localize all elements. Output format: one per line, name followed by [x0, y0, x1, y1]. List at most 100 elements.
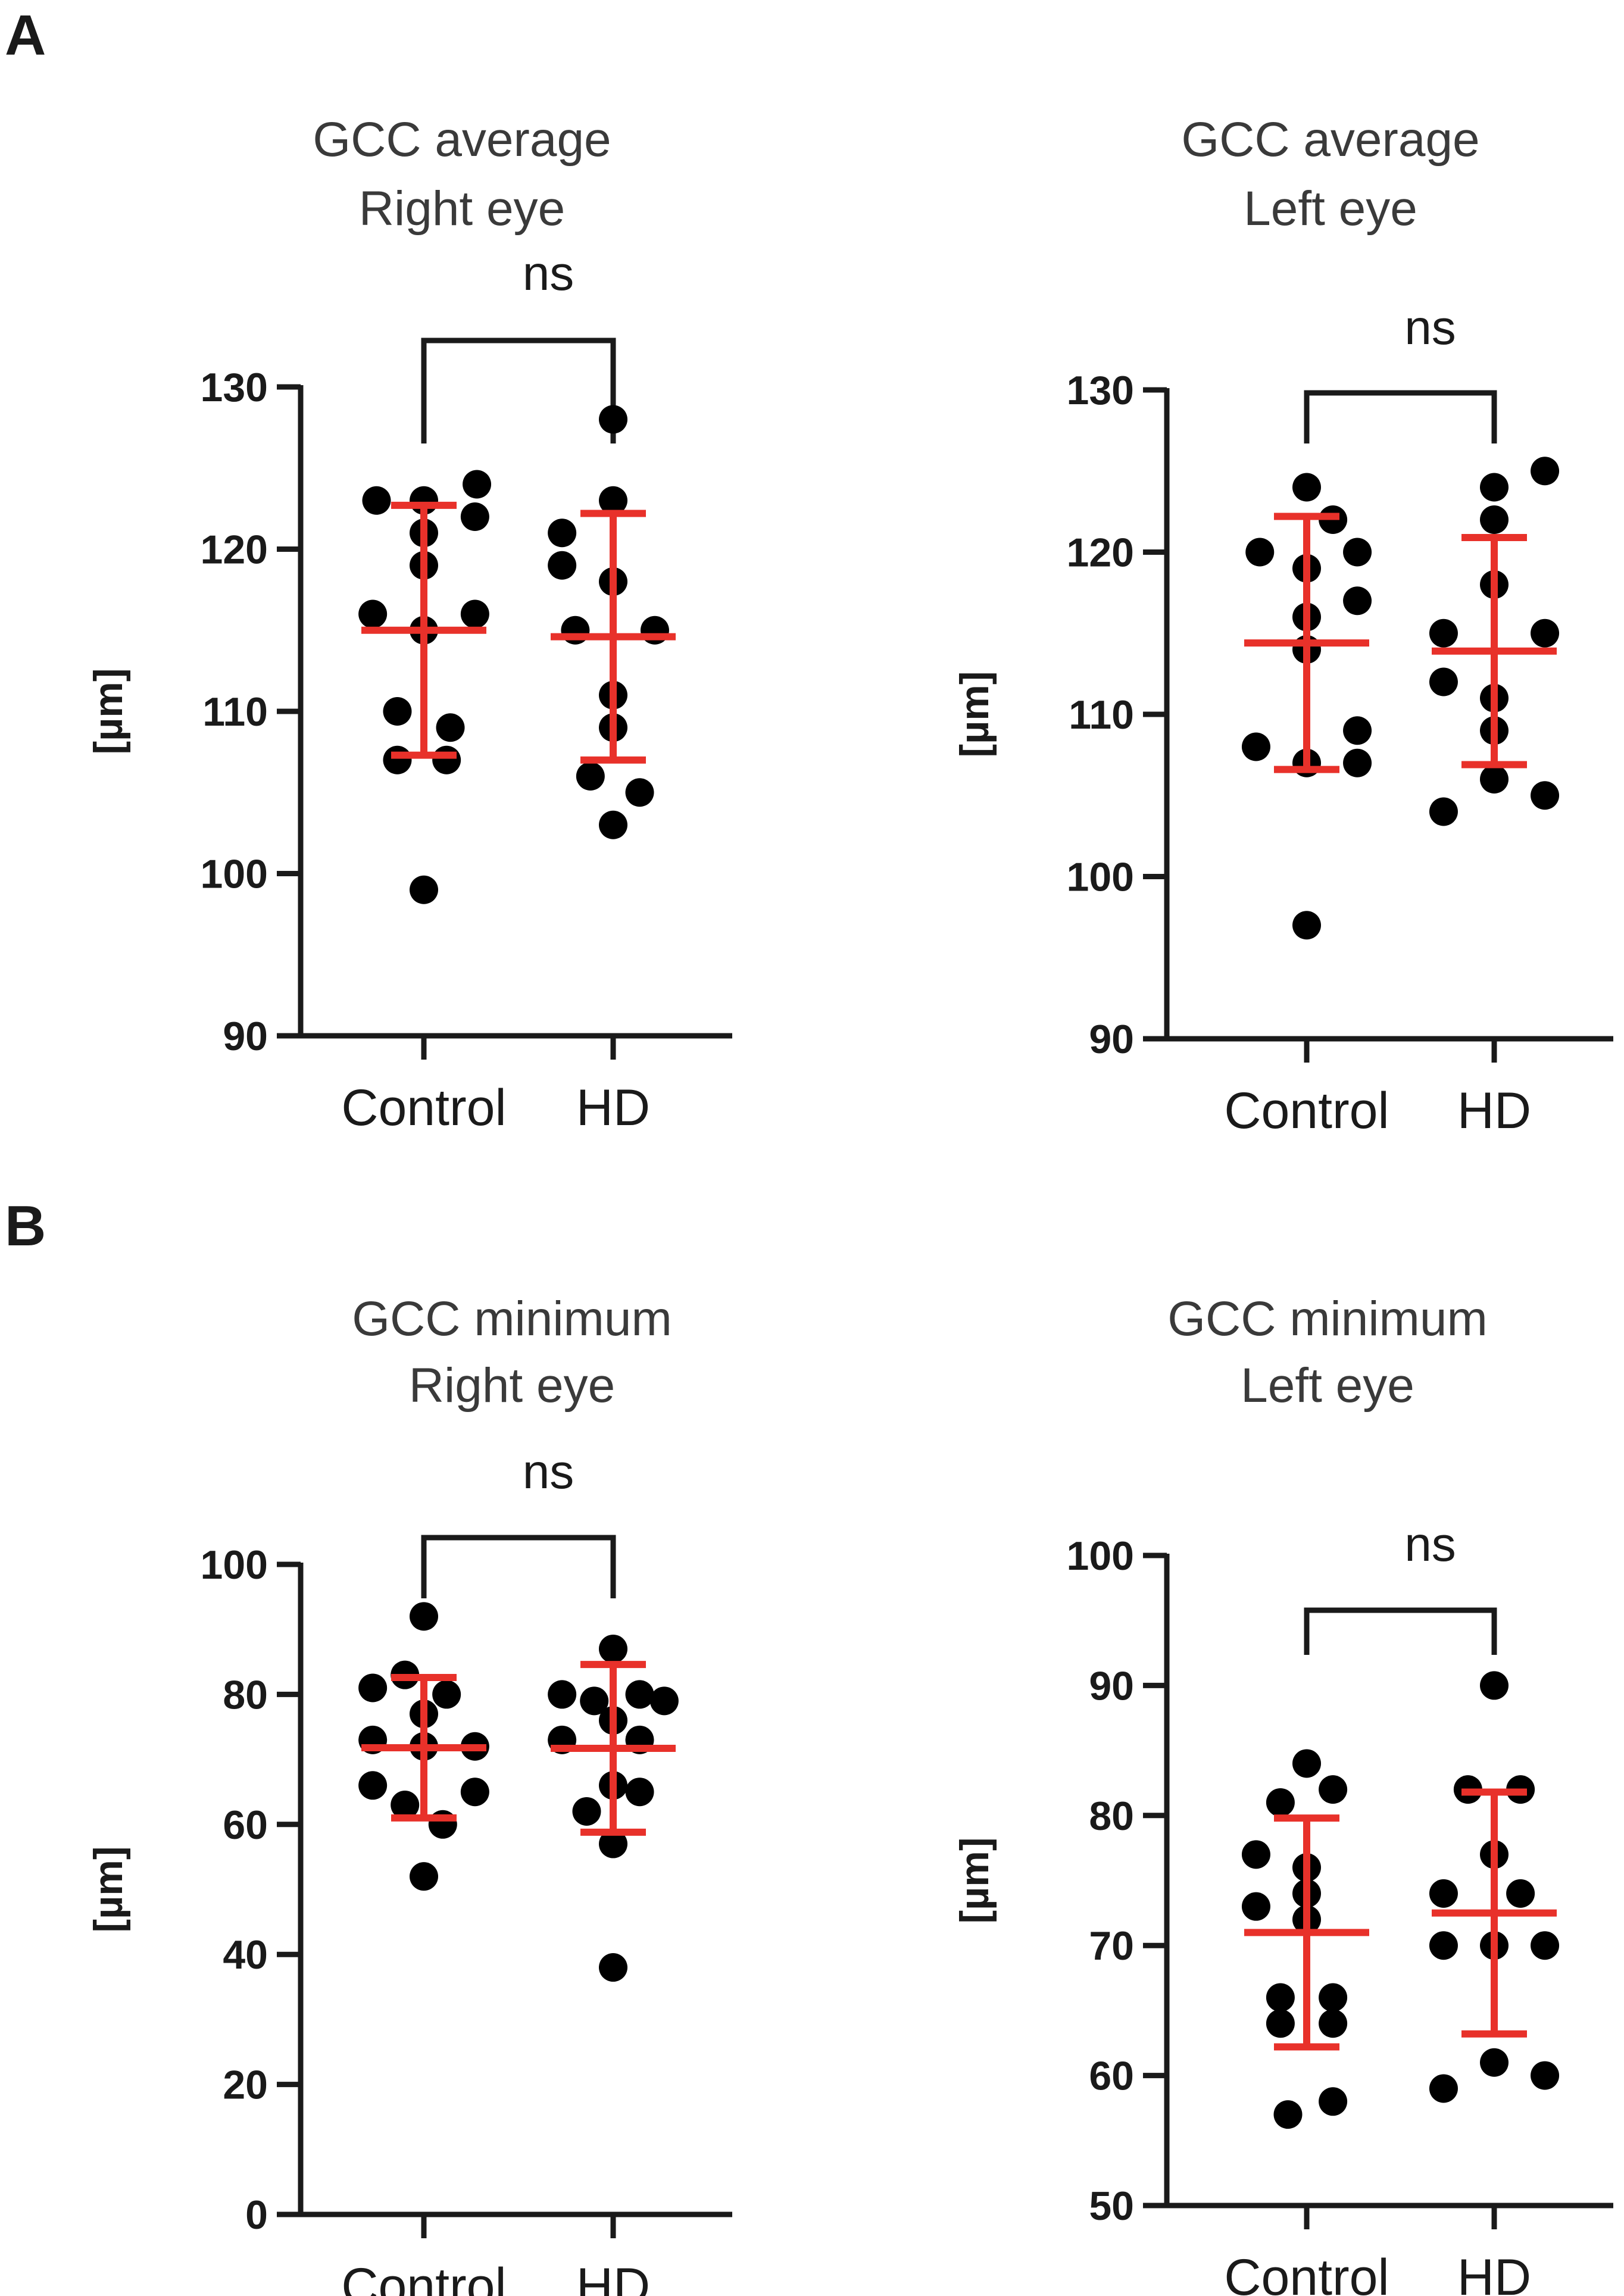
data-point	[410, 1602, 438, 1631]
y-tick-label: 60	[1089, 2054, 1134, 2099]
y-tick-label: 70	[1089, 1923, 1134, 1969]
data-point	[625, 1680, 654, 1709]
chart-title-line-2: Right eye	[359, 182, 565, 236]
chart-title-line-1: GCC minimum	[352, 1292, 672, 1346]
y-axis-label: [µm]	[86, 1847, 131, 1933]
data-point	[576, 762, 605, 791]
data-point	[572, 1797, 601, 1826]
y-tick-label: 80	[1089, 1794, 1134, 1839]
y-tick-label: 40	[223, 1932, 268, 1978]
data-point	[460, 502, 489, 531]
data-point	[1429, 667, 1458, 696]
data-point	[1292, 911, 1321, 940]
significance-bracket	[1304, 390, 1497, 443]
data-point	[436, 713, 465, 742]
y-tick-label: 130	[201, 365, 268, 410]
y-tick-label: 130	[1067, 368, 1134, 413]
data-point	[1241, 1840, 1270, 1869]
data-point	[1266, 2009, 1295, 2038]
y-tick-label: 100	[201, 1542, 268, 1588]
data-point	[1480, 473, 1509, 502]
data-point	[1480, 2048, 1509, 2077]
data-point	[1319, 2087, 1348, 2116]
data-point	[599, 1634, 627, 1663]
chart-title-line-1: GCC average	[313, 113, 611, 167]
data-point	[358, 1673, 388, 1703]
data-point	[1266, 1788, 1295, 1817]
data-point	[599, 810, 627, 839]
significance-label: ns	[523, 246, 574, 301]
y-tick-label: 100	[1067, 1533, 1134, 1579]
data-point	[1531, 618, 1560, 648]
data-point	[599, 405, 627, 434]
data-point	[1273, 2100, 1303, 2129]
data-point	[1531, 781, 1560, 810]
data-point	[383, 745, 412, 774]
data-point	[1531, 1931, 1560, 1960]
data-point	[1506, 1879, 1535, 1908]
chart-gcc-minimum-left: GCC minimum Left eye 50 60 70 80 90 100 [µm] Cont…	[952, 1292, 1613, 2296]
data-point	[460, 599, 489, 629]
y-tick-label: 80	[223, 1672, 268, 1717]
data-point	[358, 1771, 388, 1800]
data-point	[1343, 748, 1372, 777]
y-tick-label: 90	[1089, 1017, 1134, 1062]
data-point	[410, 1862, 438, 1891]
chart-gcc-minimum-right: GCC minimum Right eye 0 20 40 60 80 100 [µm] Cont…	[86, 1292, 732, 2296]
data-point	[358, 599, 388, 629]
data-point	[1241, 1892, 1270, 1921]
data-point	[580, 1686, 609, 1716]
x-category-label: Control	[1224, 1082, 1389, 1139]
y-tick-label: 120	[201, 527, 268, 573]
chart-gcc-average-left: GCC average Left eye 90 100 110 120 130 [µm] Con…	[952, 113, 1613, 1139]
data-point	[599, 486, 627, 515]
y-tick-label: 100	[1067, 855, 1134, 900]
data-point	[383, 697, 412, 726]
data-point	[432, 745, 461, 774]
data-point	[1292, 1749, 1321, 1778]
chart-title-line-2: Left eye	[1244, 182, 1417, 236]
x-category-label: HD	[576, 2258, 650, 2296]
y-tick-label: 20	[223, 2063, 268, 2108]
data-point	[1429, 618, 1458, 648]
chart-title-line-2: Right eye	[409, 1358, 615, 1413]
data-point	[1480, 765, 1509, 794]
y-tick-label: 50	[1089, 2183, 1134, 2229]
data-point	[362, 486, 391, 515]
x-category-label: HD	[576, 1079, 650, 1136]
y-axis-label: [µm]	[952, 1838, 997, 1924]
data-point	[548, 1680, 577, 1709]
data-point	[1343, 716, 1372, 745]
y-tick-label: 120	[1067, 530, 1134, 576]
chart-title-line-2: Left eye	[1241, 1358, 1414, 1413]
chart-title-line-1: GCC minimum	[1167, 1292, 1488, 1346]
significance-bracket	[1304, 1607, 1497, 1655]
y-axis-label: [µm]	[952, 671, 997, 758]
data-point	[599, 1953, 627, 1982]
data-point	[599, 1829, 627, 1858]
x-category-label: Control	[341, 2258, 506, 2296]
x-category-label: HD	[1457, 1082, 1531, 1139]
data-point	[1531, 2061, 1560, 2090]
data-point	[1292, 473, 1321, 502]
significance-label: ns	[1404, 301, 1456, 355]
data-point	[460, 1778, 489, 1807]
data-point	[548, 518, 577, 548]
x-category-label: Control	[1224, 2249, 1389, 2296]
data-point	[1480, 505, 1509, 534]
data-point	[1319, 2009, 1348, 2038]
data-point	[1429, 2074, 1458, 2103]
data-point	[463, 470, 492, 499]
x-category-label: HD	[1457, 2249, 1531, 2296]
significance-bracket	[421, 1535, 616, 1598]
y-tick-label: 0	[245, 2192, 268, 2238]
data-point	[649, 1686, 679, 1716]
y-axis-label: [µm]	[86, 669, 131, 755]
data-point	[1429, 1931, 1458, 1960]
chart-gcc-average-right: GCC average Right eye 90 100 110 120 130 [µm] Co…	[86, 113, 732, 1136]
data-point	[432, 1680, 461, 1709]
data-point	[1480, 1671, 1509, 1700]
data-point	[1531, 457, 1560, 486]
data-point	[1343, 586, 1372, 616]
